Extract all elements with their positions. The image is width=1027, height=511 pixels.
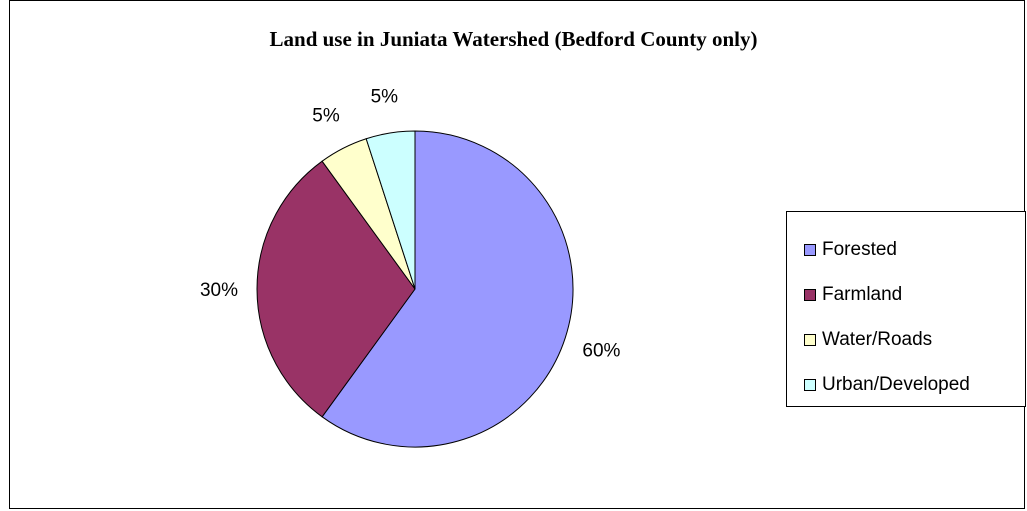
pie-slice-forested xyxy=(321,130,574,448)
legend-item-forested: Forested xyxy=(804,239,897,260)
legend-swatch-forested xyxy=(804,244,816,256)
legend-label-urban-developed: Urban/Developed xyxy=(822,374,970,395)
data-label-farmland: 30% xyxy=(200,280,238,301)
legend-swatch-urban-developed xyxy=(804,379,816,391)
legend-item-water-roads: Water/Roads xyxy=(804,329,933,350)
legend-label-forested: Forested xyxy=(822,239,897,260)
legend-label-water-roads: Water/Roads xyxy=(822,329,933,350)
data-label-urban-developed: 5% xyxy=(371,86,399,107)
pie-slice-farmland xyxy=(256,160,416,418)
data-label-forested: 60% xyxy=(582,341,620,362)
legend: Forested Farmland Water/Roads Urban/Deve… xyxy=(786,211,1026,407)
chart-title: Land use in Juniata Watershed (Bedford C… xyxy=(269,27,758,51)
pie-data-labels: 60% 30% 5% 5% xyxy=(200,86,621,361)
legend-swatch-farmland xyxy=(804,289,816,301)
legend-item-farmland: Farmland xyxy=(804,284,903,305)
data-label-water-roads: 5% xyxy=(312,105,340,126)
legend-item-urban-developed: Urban/Developed xyxy=(804,374,970,395)
pie-slice-urban-developed xyxy=(365,130,416,290)
legend-label-farmland: Farmland xyxy=(822,284,903,305)
pie-slices xyxy=(256,130,574,448)
legend-swatch-water-roads xyxy=(804,334,816,346)
